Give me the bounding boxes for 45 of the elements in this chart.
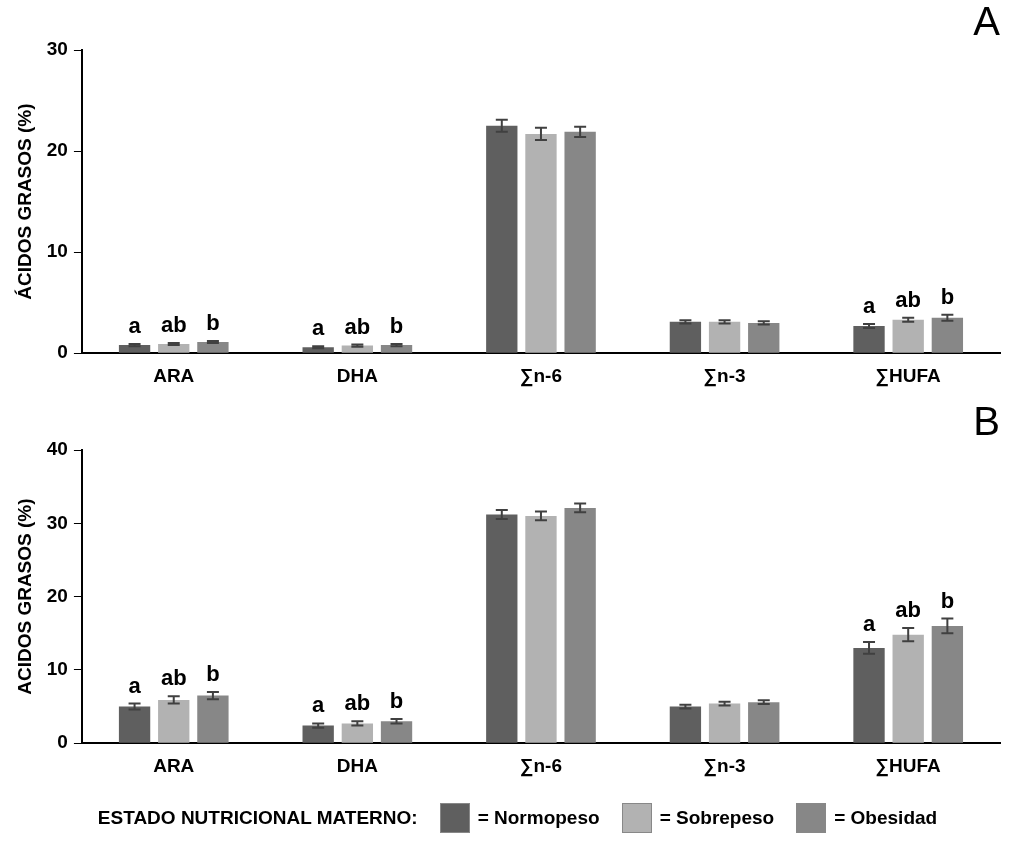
x-tick-label: ARA (153, 754, 195, 776)
x-tick-label: ∑n-6 (519, 364, 562, 387)
y-tick-label: 20 (46, 139, 68, 161)
y-tick-label: 20 (46, 584, 68, 606)
chart-title: A (973, 0, 1001, 44)
data-label: ab (160, 665, 187, 691)
legend-title: ESTADO NUTRICIONAL MATERNO: (97, 806, 418, 829)
y-axis-title: ACIDOS GRASOS (%) (13, 498, 35, 695)
x-tick-label: ∑n-3 (703, 364, 746, 387)
x-tick-label: ARA (153, 364, 195, 386)
y-tick-label: 40 (46, 438, 68, 460)
data-label: a (312, 315, 326, 341)
chart-title: B (973, 399, 1000, 444)
x-tick-label: ∑HUFA (875, 364, 942, 387)
legend-label: = Obesidad (834, 806, 938, 829)
data-label: a (862, 292, 876, 318)
data-label: b (940, 283, 955, 309)
y-axis-title: ÁCIDOS GRASOS (%) (13, 103, 35, 300)
data-label: ab (344, 690, 371, 716)
data-label: ab (160, 312, 187, 338)
y-tick-label: 0 (57, 731, 68, 753)
x-tick-label: ∑HUFA (875, 754, 942, 777)
legend-label: = Normopeso (477, 806, 600, 829)
data-label: b (206, 660, 220, 686)
data-label: ab (895, 286, 922, 312)
y-tick-label: 0 (57, 341, 68, 363)
data-label: b (389, 313, 404, 339)
data-label: b (940, 587, 955, 613)
data-label: b (389, 688, 404, 714)
x-tick-label: DHA (336, 364, 379, 386)
data-label: ab (895, 597, 922, 623)
data-label: a (312, 692, 326, 718)
data-label: ab (344, 313, 371, 339)
x-tick-label: ∑n-3 (703, 754, 746, 777)
y-tick-label: 10 (46, 658, 68, 680)
x-tick-label: DHA (336, 754, 379, 776)
legend-label: = Sobrepeso (659, 806, 775, 829)
x-tick-label: ∑n-6 (519, 754, 562, 777)
data-label: a (862, 611, 876, 637)
data-label: a (128, 672, 142, 698)
data-label: b (206, 310, 220, 336)
y-tick-label: 30 (46, 511, 68, 533)
y-tick-label: 30 (46, 38, 68, 60)
data-label: a (128, 313, 142, 339)
y-tick-label: 10 (46, 240, 68, 262)
